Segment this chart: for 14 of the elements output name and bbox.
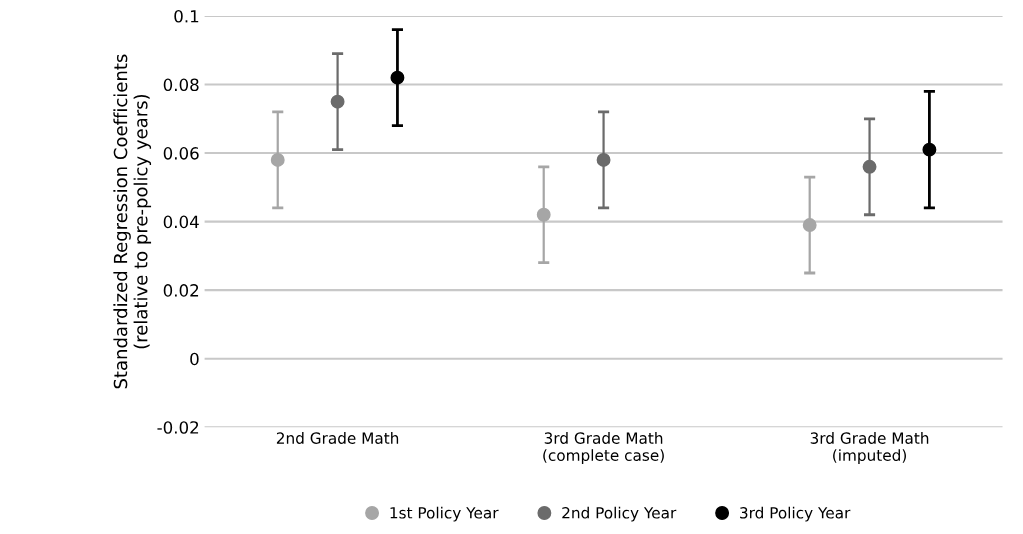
y-tick-label: 0.1 <box>174 9 199 23</box>
legend-label: 2nd Policy Year <box>562 506 677 522</box>
y-tick-label: 0.08 <box>163 78 199 92</box>
y-tick-label: -0.02 <box>157 421 199 434</box>
x-tick-label: 3rd Grade Math (complete case) <box>543 432 664 464</box>
legend-label: 3rd Policy Year <box>740 506 851 522</box>
y-tick-label: 0.06 <box>163 147 199 160</box>
y-axis-title: Standardized Regression Coefficients (relative to pre-policy years) <box>113 54 152 389</box>
y-tick-label: 0.04 <box>163 215 199 229</box>
y-tick-label: 0.02 <box>163 284 199 297</box>
legend-label: 1st Policy Year <box>390 506 499 522</box>
x-tick-label: 3rd Grade Math (imputed) <box>810 432 929 464</box>
y-tick-label: 0 <box>190 352 199 366</box>
x-tick-label: 2nd Grade Math <box>276 432 399 444</box>
